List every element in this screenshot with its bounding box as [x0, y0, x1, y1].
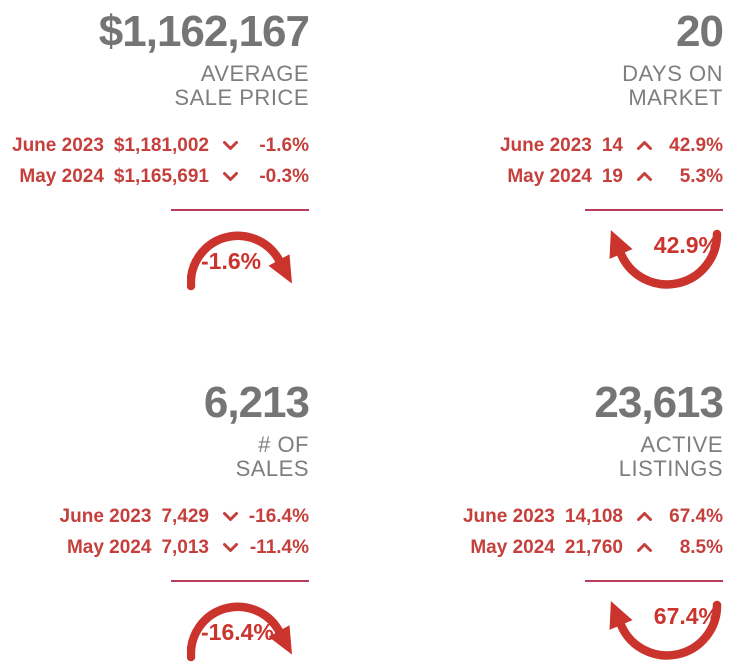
metric-label-line1: ACTIVE	[640, 432, 723, 457]
chevron-down-icon	[222, 172, 238, 181]
metric-label: AVERAGE SALE PRICE	[174, 62, 309, 110]
period-change: 8.5%	[679, 536, 723, 558]
period-label: May 2024	[470, 536, 555, 558]
period-value: 21,760	[564, 536, 623, 558]
divider-line	[171, 209, 309, 211]
headline-value: 20	[676, 7, 724, 56]
period-label: May 2024	[507, 165, 592, 187]
period-change: 67.4%	[669, 505, 723, 527]
divider-line	[585, 209, 723, 211]
trend-arrow: -16.4%	[187, 595, 309, 663]
metric-label-line2: SALES	[235, 456, 309, 481]
chevron-up-icon	[636, 141, 652, 150]
chevron-up-icon	[636, 512, 652, 521]
period-change: 42.9%	[669, 134, 723, 156]
period-value: 7,429	[161, 505, 209, 527]
metric-label: DAYS ON MARKET	[622, 62, 723, 110]
period-change: 5.3%	[679, 165, 723, 187]
trend-chevron	[222, 511, 239, 522]
metric-label-line1: # OF	[258, 432, 309, 457]
chevron-down-icon	[222, 543, 238, 552]
trend-chevron	[636, 140, 653, 151]
period-label: June 2023	[462, 505, 555, 527]
comparison-rows: June 2023 14 42.9% May 2024 19 5.3%	[500, 130, 723, 192]
trend-arrow: 67.4%	[601, 595, 723, 663]
comparison-rows: June 2023 $1,181,002 -1.6% May 2024 $1,1…	[12, 130, 309, 192]
headline-value: 6,213	[203, 378, 310, 427]
trend-chevron	[636, 171, 653, 182]
chevron-down-icon	[222, 512, 238, 521]
metric-label-line2: MARKET	[628, 85, 723, 110]
stat-card-active-listings: 23,613 ACTIVE LISTINGS June 2023 14,108 …	[371, 333, 742, 666]
trend-arrow-label: -16.4%	[201, 619, 274, 645]
chevron-up-icon	[636, 543, 652, 552]
trend-chevron	[222, 140, 239, 151]
trend-down-arrow-icon	[187, 602, 292, 662]
comparison-rows: June 2023 7,429 -16.4% May 2024 7,013 -1…	[60, 501, 309, 563]
trend-down-arrow-icon	[187, 231, 292, 291]
period-change: -16.4%	[248, 505, 309, 527]
period-label: June 2023	[59, 505, 152, 527]
trend-arrow-label: -1.6%	[201, 248, 262, 274]
chevron-up-icon	[636, 172, 652, 181]
trend-arrow: -1.6%	[187, 224, 309, 292]
stat-card-average-sale-price: $1,162,167 AVERAGE SALE PRICE June 2023 …	[0, 0, 371, 333]
period-value: 14,108	[564, 505, 623, 527]
trend-chevron	[636, 542, 653, 553]
period-change: -0.3%	[259, 165, 309, 187]
trend-arrow-label: 42.9%	[653, 232, 719, 258]
chevron-down-icon	[222, 141, 238, 150]
metric-label-line2: LISTINGS	[618, 456, 723, 481]
trend-arrow-label: 67.4%	[653, 603, 719, 629]
stat-card-days-on-market: 20 DAYS ON MARKET June 2023 14 42.9% May…	[371, 0, 742, 333]
period-change: -1.6%	[259, 134, 309, 156]
headline-value: $1,162,167	[98, 7, 310, 56]
period-value: 19	[601, 165, 623, 187]
metric-label-line1: AVERAGE	[200, 61, 309, 86]
trend-chevron	[222, 542, 239, 553]
period-label: June 2023	[12, 134, 104, 156]
metric-label-line1: DAYS ON	[622, 61, 723, 86]
metric-label: ACTIVE LISTINGS	[619, 433, 723, 481]
period-value: $1,165,691	[113, 165, 209, 187]
period-label: June 2023	[499, 134, 592, 156]
trend-arrow: 42.9%	[601, 224, 723, 292]
period-value: 7,013	[161, 536, 209, 558]
comparison-rows: June 2023 14,108 67.4% May 2024 21,760 8…	[463, 501, 723, 563]
trend-up-arrow-icon	[609, 600, 722, 660]
divider-line	[171, 580, 309, 582]
period-label: May 2024	[66, 536, 152, 558]
headline-value: 23,613	[594, 378, 724, 427]
period-change: -11.4%	[249, 536, 309, 558]
metric-label: # OF SALES	[236, 433, 309, 481]
trend-chevron	[636, 511, 653, 522]
metric-label-line2: SALE PRICE	[174, 85, 309, 110]
period-value: $1,181,002	[113, 134, 209, 156]
period-value: 14	[601, 134, 623, 156]
trend-up-arrow-icon	[609, 229, 722, 289]
divider-line	[585, 580, 723, 582]
stat-card-number-of-sales: 6,213 # OF SALES June 2023 7,429 -16.4% …	[0, 333, 371, 666]
trend-chevron	[222, 171, 239, 182]
period-label: May 2024	[19, 165, 104, 187]
